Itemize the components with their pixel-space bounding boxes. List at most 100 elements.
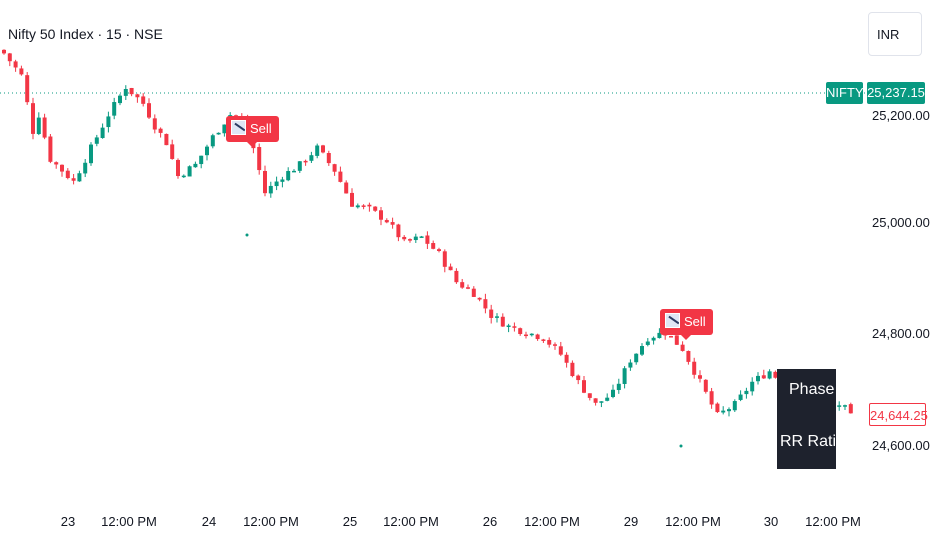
candle-body — [355, 205, 360, 208]
sell-signal-label: Sell — [660, 309, 713, 340]
candle-body — [651, 337, 656, 341]
candle-body — [744, 390, 749, 395]
candle-body — [106, 116, 111, 128]
candle-body — [634, 353, 639, 363]
candle-body — [193, 163, 198, 168]
candle-body — [263, 170, 267, 194]
candle-body — [698, 375, 702, 379]
candle-body — [483, 299, 488, 309]
last-price-tag: 24,644.25 — [869, 403, 928, 426]
candle-body — [750, 381, 755, 392]
candle-body — [205, 146, 209, 156]
candle-body — [680, 344, 685, 351]
reference-price-tag: 25,237.15 — [867, 82, 925, 104]
candle-body — [454, 270, 459, 283]
candle-body — [361, 205, 366, 207]
candle-body — [54, 162, 59, 165]
candle-body — [570, 362, 575, 377]
signal-dot — [679, 444, 683, 448]
x-tick-label: 12:00 PM — [524, 514, 580, 529]
candle-body — [94, 137, 99, 144]
candle-body — [31, 103, 35, 134]
candle-body — [442, 251, 447, 267]
candle-body — [65, 170, 70, 179]
candle-body — [448, 266, 453, 271]
candle-body — [460, 282, 465, 288]
candle-body — [216, 132, 221, 135]
candle-body — [471, 288, 476, 297]
candle-body — [367, 204, 372, 207]
candle-body — [564, 354, 569, 363]
chart-down-icon — [231, 120, 246, 135]
candle-body — [518, 328, 523, 335]
y-tick-label: 25,200.00 — [872, 108, 930, 123]
candle-body — [431, 243, 436, 249]
candle-body — [593, 398, 598, 403]
x-tick-label: 23 — [60, 514, 76, 529]
candle-body — [25, 75, 30, 103]
candle-body — [326, 153, 331, 164]
y-tick-label: 25,000.00 — [872, 215, 930, 230]
candle-body — [257, 147, 262, 171]
candle-body — [135, 94, 140, 98]
candle-body — [274, 181, 279, 187]
candle-body — [181, 175, 186, 178]
candle-body — [315, 145, 320, 156]
chart-title: Nifty 50 Index · 15 · NSE — [8, 26, 163, 42]
candle-body — [837, 405, 842, 407]
candle-body — [756, 375, 760, 382]
candle-body — [500, 316, 505, 327]
currency-selector[interactable]: INR — [868, 12, 922, 56]
candle-body — [292, 170, 296, 173]
x-tick-label: 30 — [763, 514, 779, 529]
candle-body — [396, 224, 401, 238]
candle-body — [645, 341, 650, 345]
candle-body — [170, 144, 175, 159]
candle-body — [373, 206, 378, 211]
candle-body — [477, 297, 482, 300]
candle-body — [60, 164, 64, 172]
y-tick-label: 24,800.00 — [872, 326, 930, 341]
candle-body — [616, 383, 621, 391]
candle-body — [129, 87, 134, 95]
candle-body — [36, 117, 41, 135]
candle-body — [657, 332, 662, 339]
candle-body — [703, 379, 708, 392]
candle-body — [158, 128, 163, 133]
candle-body — [13, 61, 18, 68]
candle-body — [437, 249, 441, 251]
candle-body — [321, 145, 325, 153]
x-tick-label: 12:00 PM — [243, 514, 299, 529]
candle-body — [176, 159, 180, 177]
candle-body — [141, 96, 146, 104]
candle-body — [611, 389, 615, 398]
candle-body — [506, 325, 511, 327]
candle-body — [2, 49, 6, 54]
candle-body — [100, 127, 105, 139]
candle-body — [268, 185, 273, 194]
candle-body — [118, 95, 122, 104]
x-tick-label: 29 — [623, 514, 639, 529]
x-tick-label: 12:00 PM — [805, 514, 861, 529]
x-tick-label: 26 — [482, 514, 498, 529]
candle-body — [558, 346, 563, 355]
candle-body — [297, 161, 302, 171]
candle-body — [338, 171, 343, 182]
candle-body — [210, 135, 215, 147]
candle-body — [147, 103, 151, 118]
candle-body — [89, 144, 93, 164]
candle-body — [541, 339, 546, 341]
candle-body — [524, 334, 528, 337]
candle-body — [547, 339, 552, 345]
candle-body — [350, 192, 354, 207]
candle-body — [715, 403, 720, 413]
candle-body — [669, 336, 673, 338]
candle-body — [674, 335, 679, 345]
candle-body — [425, 235, 430, 244]
candle-body — [344, 182, 349, 194]
candle-body — [628, 362, 633, 368]
x-tick-label: 12:00 PM — [101, 514, 157, 529]
phase-rr-panel: Phase RR Ratio — [777, 369, 845, 469]
candle-body — [199, 155, 204, 165]
